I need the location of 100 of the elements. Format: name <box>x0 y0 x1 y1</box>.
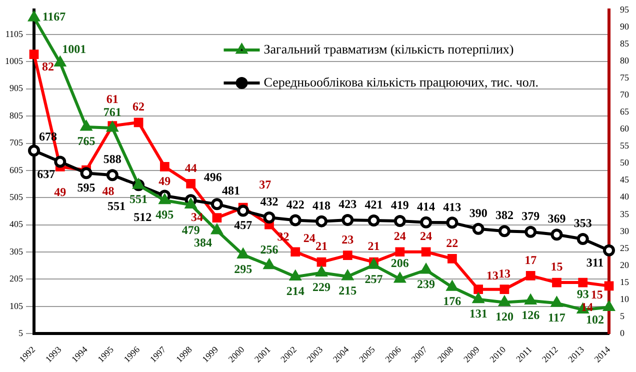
data-label: 49 <box>54 184 66 199</box>
data-label: 24 <box>420 228 432 243</box>
y2-tick-label: 80 <box>620 55 630 66</box>
data-label: 551 <box>108 199 126 214</box>
data-label: 495 <box>156 207 174 222</box>
data-label: 512 <box>134 210 152 224</box>
data-label: 257 <box>364 272 383 286</box>
y2-tick-label: 60 <box>620 124 630 134</box>
data-label: 390 <box>469 206 488 220</box>
data-label: 37 <box>259 178 272 192</box>
data-label: 421 <box>364 198 383 212</box>
data-label: 382 <box>495 208 514 222</box>
data-label: 551 <box>130 192 148 206</box>
data-label: 34 <box>190 210 203 224</box>
y2-tick-label: 35 <box>620 208 630 219</box>
data-label: 13 <box>486 268 498 282</box>
data-label: 595 <box>77 180 96 194</box>
data-label: 126 <box>522 308 540 322</box>
y-tick-label: 105 <box>10 300 24 311</box>
y2-tick-label: 55 <box>620 140 630 151</box>
data-label: 229 <box>312 280 330 294</box>
y-tick-label: 705 <box>10 138 24 148</box>
y2-tick-label: 25 <box>620 242 630 253</box>
y2-tick-label: 85 <box>620 38 630 48</box>
data-label: 413 <box>443 200 462 214</box>
data-label: 13 <box>498 266 510 280</box>
data-label: 206 <box>390 256 409 270</box>
y2-tick-label: 30 <box>620 226 630 236</box>
data-label: 761 <box>103 105 122 120</box>
y2-tick-label: 20 <box>620 260 630 270</box>
data-label: 418 <box>312 198 330 212</box>
data-label: 49 <box>158 174 171 188</box>
data-label: 15 <box>550 260 563 274</box>
data-label: 82 <box>42 59 54 74</box>
data-label: 117 <box>548 310 566 324</box>
y2-tick-label: 5 <box>620 310 625 321</box>
data-label: 414 <box>417 199 436 214</box>
y2-tick-label: 95 <box>620 4 630 14</box>
y2-tick-label: 50 <box>620 158 630 168</box>
data-label: 23 <box>342 232 354 246</box>
y2-tick-label: 90 <box>620 21 630 32</box>
data-label: 479 <box>182 222 200 237</box>
data-label: 120 <box>495 309 514 324</box>
data-label: 256 <box>260 242 278 256</box>
y-tick-label: 205 <box>10 274 24 284</box>
data-label: 21 <box>316 239 328 254</box>
data-label: 93 <box>576 286 589 301</box>
data-label: 637 <box>37 166 56 181</box>
data-label: 369 <box>548 212 566 226</box>
y-tick-label: 5 <box>18 328 24 338</box>
data-label: 214 <box>286 284 304 298</box>
data-label: 215 <box>338 284 357 298</box>
y-tick-label: 505 <box>10 192 24 202</box>
data-label: 1167 <box>42 10 66 24</box>
data-label: 48 <box>102 184 114 198</box>
data-label: 239 <box>417 277 436 292</box>
data-label: 481 <box>222 183 240 198</box>
y-tick-label: 805 <box>10 110 24 120</box>
data-label: 588 <box>103 152 122 166</box>
y-tick-label: 305 <box>10 246 24 256</box>
y2-tick-label: 10 <box>620 294 630 304</box>
data-label: 353 <box>574 216 592 230</box>
data-label: 61 <box>106 92 118 106</box>
data-label: 384 <box>194 236 212 250</box>
data-label: 419 <box>390 198 409 212</box>
y2-tick-label: 40 <box>620 192 630 202</box>
data-label: 15 <box>590 288 603 302</box>
data-label: 24 <box>394 228 406 243</box>
data-label: 1001 <box>62 42 86 56</box>
data-label: 102 <box>586 312 604 326</box>
y-tick-label: 605 <box>10 164 24 175</box>
data-label: 311 <box>586 256 604 270</box>
data-label: 423 <box>338 197 357 212</box>
y2-tick-label: 65 <box>620 106 630 117</box>
legend-label: Загальний травматизм (кількість потерпілих) <box>264 41 514 56</box>
data-label: 176 <box>443 294 462 308</box>
data-label: 422 <box>286 197 304 212</box>
data-label: 295 <box>234 262 252 276</box>
data-label: 22 <box>446 236 458 250</box>
legend-label: Середньооблікова кількість працюючих, тис. чол. <box>264 74 539 90</box>
y2-tick-label: 75 <box>620 72 630 82</box>
data-label: 21 <box>368 239 380 254</box>
y2-tick-label: 0 <box>620 328 625 338</box>
y-tick-label: 405 <box>10 219 24 230</box>
y2-tick-label: 70 <box>620 90 630 100</box>
data-label: 765 <box>77 134 96 148</box>
data-label: 432 <box>260 194 278 209</box>
y-tick-label: 905 <box>10 83 24 94</box>
data-label: 44 <box>184 160 197 175</box>
data-label: 24 <box>303 230 316 245</box>
y2-tick-label: 15 <box>620 276 630 287</box>
data-label: 457 <box>234 218 252 232</box>
y2-tick-label: 45 <box>620 174 630 185</box>
y-tick-label: 1105 <box>5 28 24 39</box>
y-tick-label: 1005 <box>5 56 24 66</box>
data-label: 131 <box>469 306 488 320</box>
data-label: 62 <box>132 100 145 114</box>
data-label: 379 <box>522 209 540 224</box>
data-label: 17 <box>524 252 537 267</box>
data-label: 496 <box>204 170 222 184</box>
